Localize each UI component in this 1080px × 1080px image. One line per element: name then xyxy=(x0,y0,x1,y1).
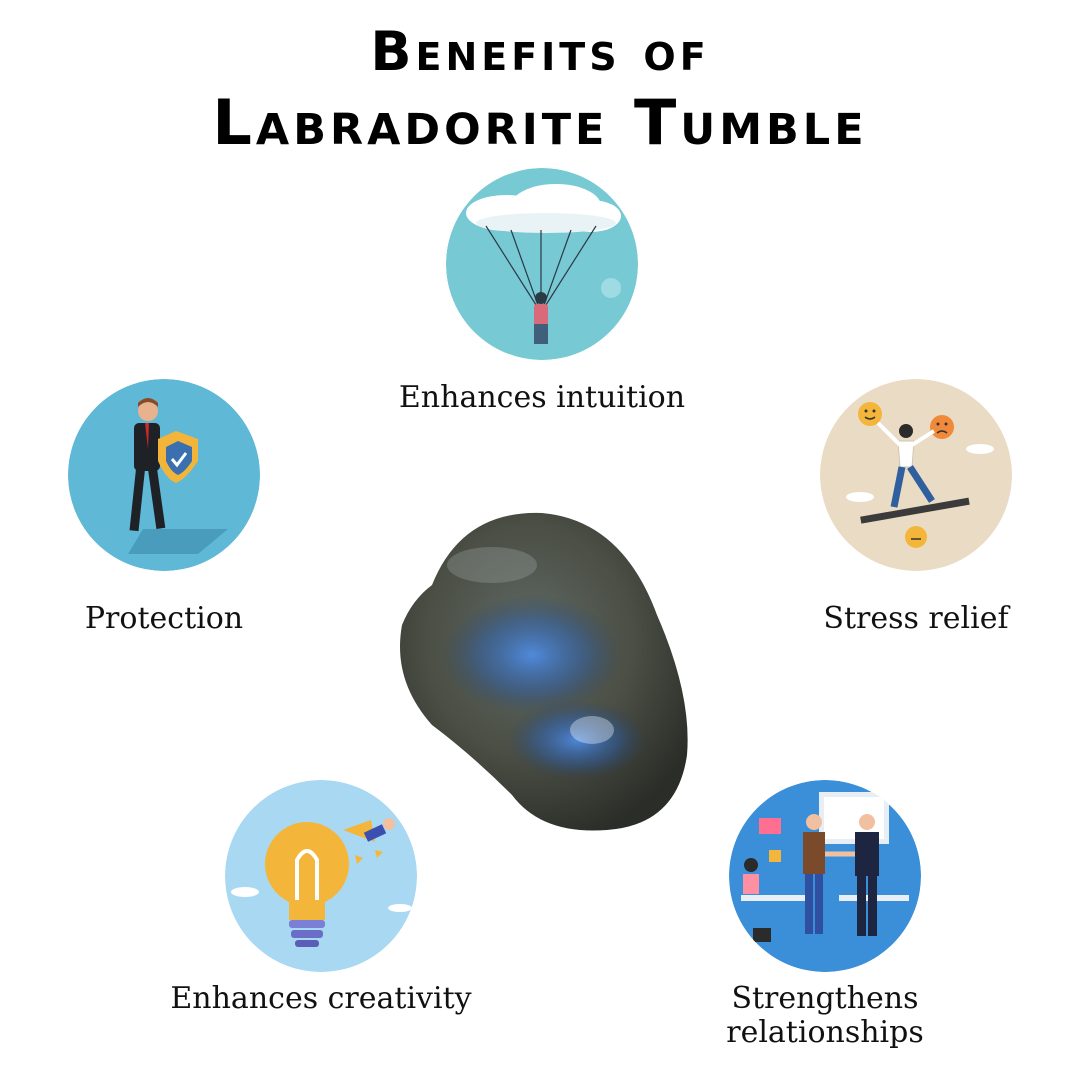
benefit-label-protection: Protection xyxy=(84,601,244,636)
lightbulb-icon xyxy=(225,780,417,972)
benefit-label-creativity: Enhances creativity xyxy=(170,981,472,1016)
benefit-label-relationships-line-1: Strengthens xyxy=(731,981,919,1016)
title-line-2: Labradorite Tumble xyxy=(212,86,868,159)
benefit-label-intuition: Enhances intuition xyxy=(398,380,686,415)
title-line-1: Benefits of xyxy=(370,20,710,83)
shield-businessman-icon xyxy=(68,379,260,571)
balance-emotions-icon xyxy=(820,379,1012,571)
labradorite-stone xyxy=(400,512,688,831)
benefit-label-stress-relief: Stress relief xyxy=(823,601,1009,636)
benefit-label-relationships: Strengthens relationships xyxy=(700,982,950,1050)
handshake-icon xyxy=(729,780,921,972)
benefit-label-relationships-line-2: relationships xyxy=(726,1015,924,1050)
parachute-icon xyxy=(446,168,638,360)
